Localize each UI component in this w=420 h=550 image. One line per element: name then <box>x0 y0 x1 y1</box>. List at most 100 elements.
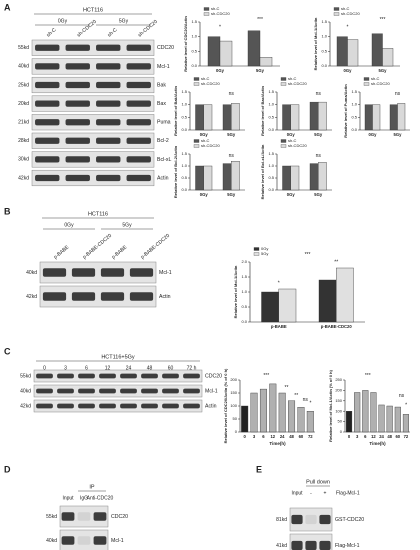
blot-frame <box>31 151 155 168</box>
bar <box>397 103 406 131</box>
y-tick-label: 0.5 <box>191 48 197 53</box>
lane-label: sh-CDC20 <box>76 19 98 39</box>
x-tick-label: 3 <box>253 434 256 439</box>
bar <box>259 57 273 67</box>
y-tick-label: 100 <box>230 403 237 408</box>
x-tick-label: 0Gy <box>369 132 378 137</box>
protein-label: Mcl-1 <box>205 388 218 394</box>
band <box>77 512 91 521</box>
band <box>126 63 151 70</box>
band <box>65 44 90 51</box>
x-tick-label: 72 <box>404 434 409 439</box>
band <box>120 388 137 394</box>
legend-swatch <box>193 82 200 86</box>
legend-swatch <box>280 144 287 148</box>
x-tick-label: 24 <box>379 434 384 439</box>
bar <box>203 104 213 131</box>
y-tick-label: 2.0 <box>241 259 247 264</box>
band <box>129 292 154 301</box>
band <box>96 174 121 182</box>
protein-label: Bax <box>157 101 166 107</box>
x-tick-label: 48 <box>289 434 294 439</box>
legend-label: sh-CDC20 <box>288 81 307 86</box>
bar <box>378 404 385 433</box>
x-tick-label: p-BABE-CDC20 <box>321 324 353 329</box>
band <box>78 373 95 379</box>
band <box>36 388 53 394</box>
lane-label: sh-CDC20 <box>137 19 159 39</box>
y-tick-label: 0.5 <box>241 304 247 309</box>
band <box>291 540 303 550</box>
band <box>183 373 200 379</box>
x-axis-label: Time(h) <box>369 441 386 446</box>
band <box>120 403 137 409</box>
bar <box>269 383 277 433</box>
bar <box>222 104 232 131</box>
band <box>305 514 317 525</box>
blot-header: Pull down <box>306 479 330 485</box>
x-tick-label: 5Gy <box>227 192 236 197</box>
band <box>141 403 158 409</box>
x-tick-label: 5Gy <box>314 192 323 197</box>
x-tick-label: 5Gy <box>227 132 236 137</box>
size-label: 30kd <box>18 157 29 163</box>
y-tick-label: 1.0 <box>181 102 187 107</box>
x-tick-label: 5Gy <box>379 68 388 73</box>
legend-swatch <box>193 77 200 81</box>
y-tick-label: 250 <box>335 377 342 382</box>
bar <box>354 392 361 433</box>
size-label: 20kd <box>18 101 29 107</box>
band <box>319 540 331 550</box>
y-tick-label: 0.0 <box>268 127 274 132</box>
bar <box>290 104 300 131</box>
lane-label: p-BABE <box>53 244 71 260</box>
legend-label: sh-C <box>341 6 350 11</box>
band <box>42 292 67 301</box>
band <box>35 63 60 70</box>
band <box>96 137 121 144</box>
legend-swatch <box>333 7 340 11</box>
legend-swatch <box>203 12 210 16</box>
bar <box>309 101 319 131</box>
band <box>126 100 151 107</box>
band <box>57 373 74 379</box>
y-axis-label: Relative level of CDC20/Actin <box>183 16 188 72</box>
blot-header: HCT116 <box>83 7 103 13</box>
bar <box>219 40 233 67</box>
x-tick-label: 0Gy <box>344 68 353 73</box>
legend-label: 0Gy <box>261 246 268 251</box>
protein-label: CDC20 <box>111 514 128 520</box>
x-tick-label: 0Gy <box>287 132 296 137</box>
x-axis-label: Time(h) <box>269 441 286 446</box>
y-tick-label: 1.0 <box>268 102 274 107</box>
y-tick-label: 1.0 <box>351 102 357 107</box>
legend-swatch <box>333 12 340 16</box>
size-label: 81kd <box>276 517 287 523</box>
band <box>65 174 90 182</box>
y-tick-label: 1.0 <box>191 34 197 39</box>
band <box>162 373 179 379</box>
bar <box>372 104 381 131</box>
band <box>93 536 107 545</box>
bar <box>195 104 204 131</box>
y-tick-label: 1.5 <box>181 151 187 156</box>
x-tick-label: p-BABE <box>271 324 287 329</box>
band <box>96 100 121 107</box>
significance: ns <box>229 153 235 159</box>
legend-label: sh-CDC20 <box>201 143 220 148</box>
y-tick-label: 150 <box>230 390 237 395</box>
significance: ns <box>399 393 405 399</box>
y-tick-label: 200 <box>335 387 342 392</box>
protein-label: Puma <box>157 120 171 126</box>
x-tick-label: 24 <box>280 434 285 439</box>
legend-swatch <box>363 82 370 86</box>
legend-label: sh-CDC20 <box>211 11 230 16</box>
x-tick-label: 5Gy <box>314 132 323 137</box>
band <box>96 156 121 163</box>
band <box>65 81 90 89</box>
x-tick-label: 0Gy <box>200 132 209 137</box>
band <box>141 388 158 394</box>
panel-label: D <box>4 464 11 474</box>
y-tick-label: 1.5 <box>351 89 357 94</box>
x-tick-label: 0 <box>348 434 351 439</box>
